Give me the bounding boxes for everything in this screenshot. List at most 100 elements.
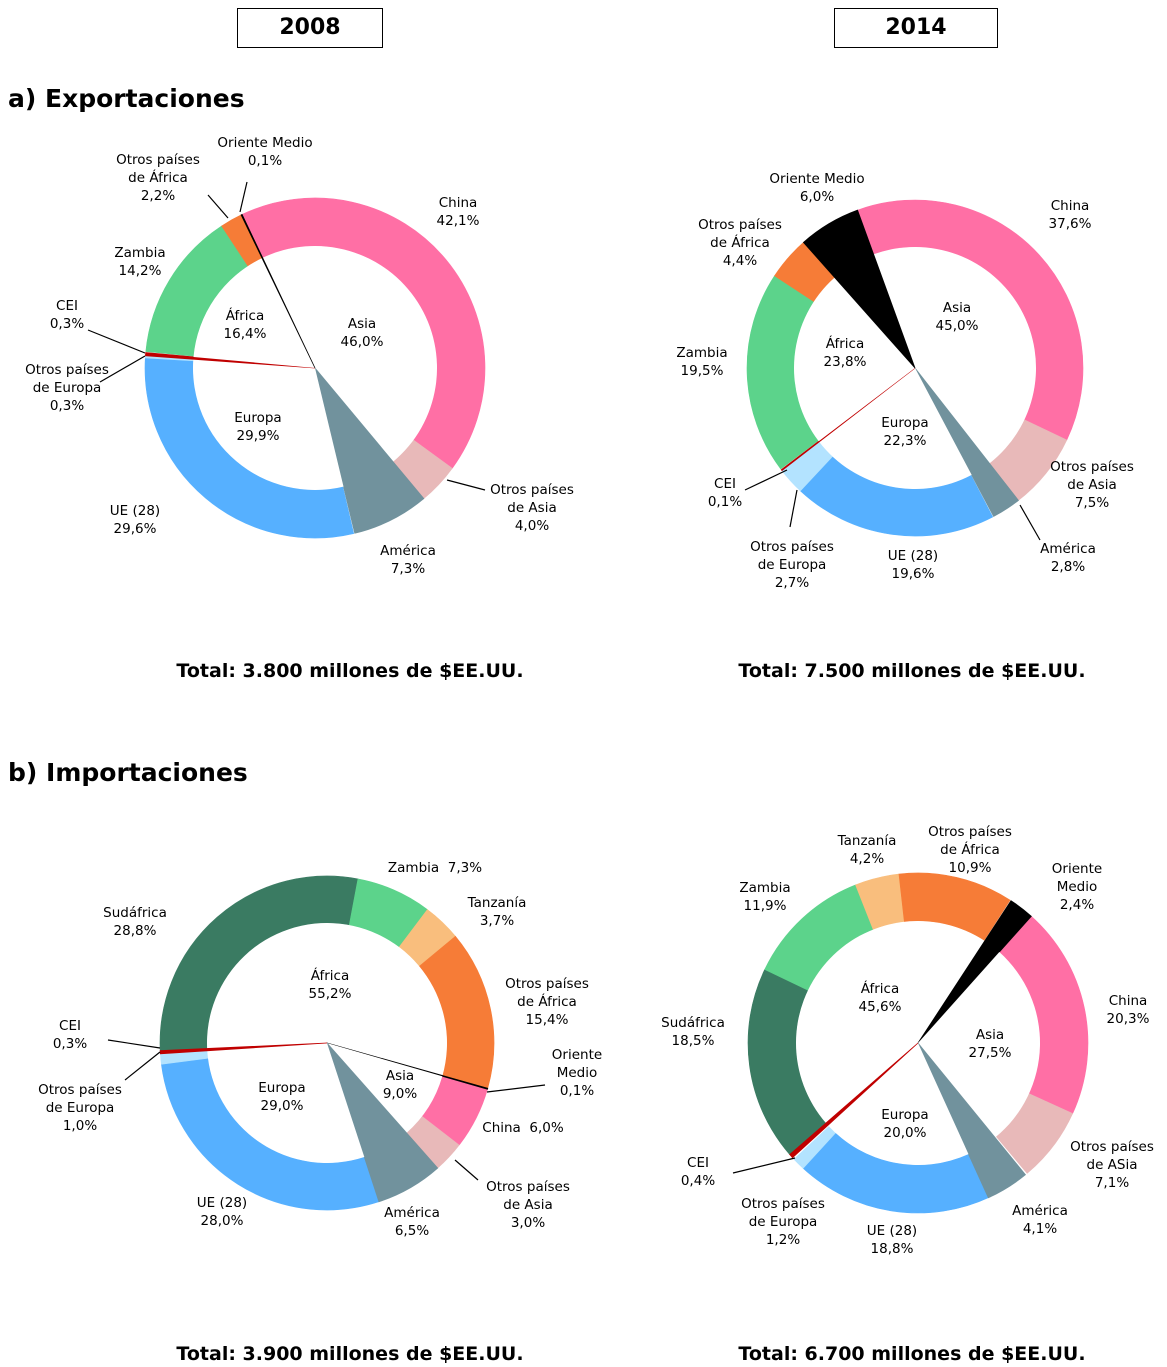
value-label: 29,0% xyxy=(260,1098,304,1114)
value-label: 20,3% xyxy=(1106,1011,1150,1027)
value-label: 0,1% xyxy=(707,494,743,510)
category-label: América xyxy=(1040,541,1096,557)
chart-total: Total: 3.800 millones de $EE.UU. xyxy=(176,660,524,682)
value-label: 23,8% xyxy=(823,354,867,370)
region-wedge xyxy=(327,1043,443,1133)
value-label: 45,6% xyxy=(858,999,902,1015)
category-label: Europa xyxy=(881,415,929,431)
slice-label: Oriente Medio 0,1% xyxy=(200,134,330,170)
category-label: Tanzanía xyxy=(467,895,527,911)
slice-label: Zambia 14,2% xyxy=(90,244,190,280)
category-label: Asia xyxy=(385,1068,415,1084)
slice-label: CEI 0,4% xyxy=(648,1154,748,1190)
slice-label: Otros países de ASia 7,1% xyxy=(1062,1138,1162,1192)
category-label: América xyxy=(384,1205,440,1221)
category-label: China xyxy=(482,1120,521,1136)
value-label: 20,0% xyxy=(883,1125,927,1141)
category-label: Asia xyxy=(942,300,972,316)
leader-line xyxy=(789,489,798,528)
leader-line xyxy=(486,1084,546,1093)
leader-line xyxy=(454,1159,479,1181)
category-label: UE (28) xyxy=(866,1223,918,1239)
value-label: 11,9% xyxy=(743,898,787,914)
category-label: Tanzanía xyxy=(837,833,897,849)
leader-line xyxy=(446,479,486,491)
leader-line xyxy=(732,1157,796,1174)
value-label: 45,0% xyxy=(935,318,979,334)
year-header: 2008 xyxy=(237,8,383,48)
category-label: Otros países de Europa xyxy=(750,539,834,573)
category-label: China xyxy=(1050,198,1090,214)
region-wedge xyxy=(207,922,447,1076)
chart-total: Total: 7.500 millones de $EE.UU. xyxy=(738,660,1086,682)
slice-label: Otros países de Asia 4,0% xyxy=(482,481,582,535)
center-wedge xyxy=(159,1042,328,1055)
category-label: Sudáfrica xyxy=(661,1015,725,1031)
slice-label: Asia 46,0% xyxy=(317,315,407,351)
category-label: África xyxy=(310,968,350,984)
region-wedge xyxy=(193,258,315,368)
slice-label: Asia 9,0% xyxy=(355,1067,445,1103)
value-label: 4,2% xyxy=(849,851,885,867)
category-label: Oriente Medio xyxy=(217,135,313,151)
value-label: 19,5% xyxy=(680,363,724,379)
center-wedge xyxy=(917,900,1032,1044)
value-label: 2,2% xyxy=(140,188,176,204)
section-title: a) Exportaciones xyxy=(8,84,245,113)
slice-label: América 2,8% xyxy=(1018,540,1118,576)
value-label: 3,7% xyxy=(479,913,515,929)
value-label: 29,9% xyxy=(236,428,280,444)
region-wedge xyxy=(207,1043,365,1163)
value-label: 15,4% xyxy=(525,1012,569,1028)
category-label: América xyxy=(1012,1203,1068,1219)
category-label: Otros países de ASia xyxy=(1070,1139,1154,1173)
value-label: 1,2% xyxy=(765,1232,801,1248)
category-label: Otros países de África xyxy=(505,976,589,1010)
value-label: 0,3% xyxy=(52,1036,88,1052)
chart-total: Total: 6.700 millones de $EE.UU. xyxy=(738,1343,1086,1365)
slice-label: Europa 22,3% xyxy=(860,414,950,450)
slice-label: África 23,8% xyxy=(800,335,890,371)
slice-label: Otros países de Europa 2,7% xyxy=(742,538,842,592)
category-label: China xyxy=(438,195,478,211)
category-label: Otros países de Asia xyxy=(486,1179,570,1213)
slice-label: América 7,3% xyxy=(358,542,458,578)
category-label: Asia xyxy=(975,1027,1005,1043)
value-label: 42,1% xyxy=(436,213,480,229)
value-label: 28,8% xyxy=(113,923,157,939)
value-label: 2,4% xyxy=(1059,897,1095,913)
center-wedge xyxy=(240,213,316,369)
leader-line xyxy=(99,355,146,383)
value-label: 7,3% xyxy=(447,860,483,876)
value-label: 10,9% xyxy=(948,860,992,876)
leader-line xyxy=(744,469,788,491)
center-wedge xyxy=(780,367,916,472)
category-label: Oriente Medio xyxy=(551,1047,603,1081)
category-label: UE (28) xyxy=(887,548,939,564)
slice-label: Asia 45,0% xyxy=(912,299,1002,335)
category-label: CEI xyxy=(714,476,736,492)
value-label: 16,4% xyxy=(223,326,267,342)
category-label: Sudáfrica xyxy=(103,905,167,921)
value-label: 0,4% xyxy=(680,1173,716,1189)
slice-label: América 6,5% xyxy=(362,1204,462,1240)
category-label: Otros países de Asia xyxy=(490,482,574,516)
slice-label: Otros países de Europa 0,3% xyxy=(17,361,117,415)
category-label: Zambia xyxy=(739,880,791,896)
value-label: 0,1% xyxy=(559,1083,595,1099)
leader-line xyxy=(107,1039,161,1049)
region-wedge xyxy=(827,1043,969,1165)
category-label: Otros países de Europa xyxy=(741,1196,825,1230)
center-wedge xyxy=(789,1042,919,1159)
chart-total: Total: 3.900 millones de $EE.UU. xyxy=(176,1343,524,1365)
value-label: 2,8% xyxy=(1050,559,1086,575)
category-label: Oriente Medio xyxy=(1051,861,1103,895)
category-label: UE (28) xyxy=(109,503,161,519)
region-wedge xyxy=(794,277,915,442)
slice-label: Otros países de Asia 7,5% xyxy=(1042,458,1142,512)
slice-label: Europa 29,9% xyxy=(213,409,303,445)
category-label: Europa xyxy=(881,1107,929,1123)
slice-label: CEI 0,1% xyxy=(675,475,775,511)
slice-label: China 37,6% xyxy=(1020,197,1120,233)
value-label: 7,3% xyxy=(390,561,426,577)
